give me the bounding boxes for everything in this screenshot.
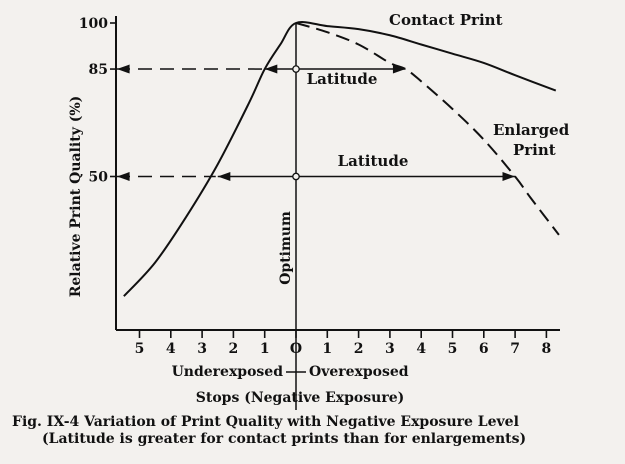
optimum-marker-85 [292, 65, 300, 73]
optimum-marker-50 [292, 172, 300, 181]
underexposed-label: Underexposed [172, 364, 284, 380]
overexposed-label: Overexposed [309, 364, 409, 380]
x-tick-label: 5 [135, 341, 145, 357]
labels: 5 4 3 2 1 O 1 2 3 4 5 6 7 8 50 85 100 Relative Print Qual… [68, 11, 570, 406]
x-tick-label: 2 [354, 341, 364, 357]
chart: 5 4 3 2 1 O 1 2 3 4 5 6 7 8 50 85 100 Relative Print Qual… [68, 11, 570, 410]
x-tick-label: 3 [197, 341, 207, 357]
caption-line-1: Fig. IX-4 Variation of Print Quality wit… [12, 414, 519, 430]
x-tick-label: 1 [260, 341, 270, 357]
x-tick-label: O [290, 341, 302, 357]
latitude-label-85: Latitude [307, 70, 378, 88]
curves [123, 21, 560, 297]
latitude-arrow-left-85 [264, 64, 278, 74]
y-tick-label: 50 [89, 170, 109, 186]
contact-print-curve [123, 21, 557, 297]
y-axis-label: Relative Print Quality (%) [68, 96, 84, 297]
x-tick-label: 4 [166, 341, 176, 357]
y-tick-label: 85 [89, 62, 108, 78]
x-tick-label: 8 [542, 341, 552, 357]
latitude-guide-arrow-50 [117, 172, 130, 181]
series-label-print: Print [513, 141, 556, 159]
y-tick-label: 100 [79, 16, 108, 32]
x-tick-label: 2 [229, 341, 239, 357]
enlarged-print-curve [295, 22, 560, 236]
x-tick-label: 5 [448, 341, 458, 357]
x-tick-label: 1 [322, 341, 332, 357]
caption-line-2: (Latitude is greater for contact prints … [42, 431, 527, 447]
figure-caption: Fig. IX-4 Variation of Print Quality wit… [12, 414, 526, 448]
series-label-contact-print: Contact Print [389, 11, 503, 29]
latitude-arrow-left-50 [217, 172, 231, 181]
x-tick-label: 3 [385, 341, 395, 357]
x-tick-label: 7 [510, 341, 520, 357]
latitude-arrow-right-85 [392, 64, 406, 74]
latitude-arrow-right-50 [502, 172, 516, 181]
annotations [116, 23, 516, 410]
series-label-enlarged: Enlarged [493, 121, 570, 139]
x-tick-label: 6 [479, 341, 489, 357]
optimum-label: Optimum [278, 211, 294, 285]
x-tick-label: 4 [416, 341, 426, 357]
latitude-guide-arrow-85 [117, 64, 130, 74]
x-axis-label: Stops (Negative Exposure) [196, 390, 404, 406]
latitude-label-50: Latitude [338, 152, 409, 170]
